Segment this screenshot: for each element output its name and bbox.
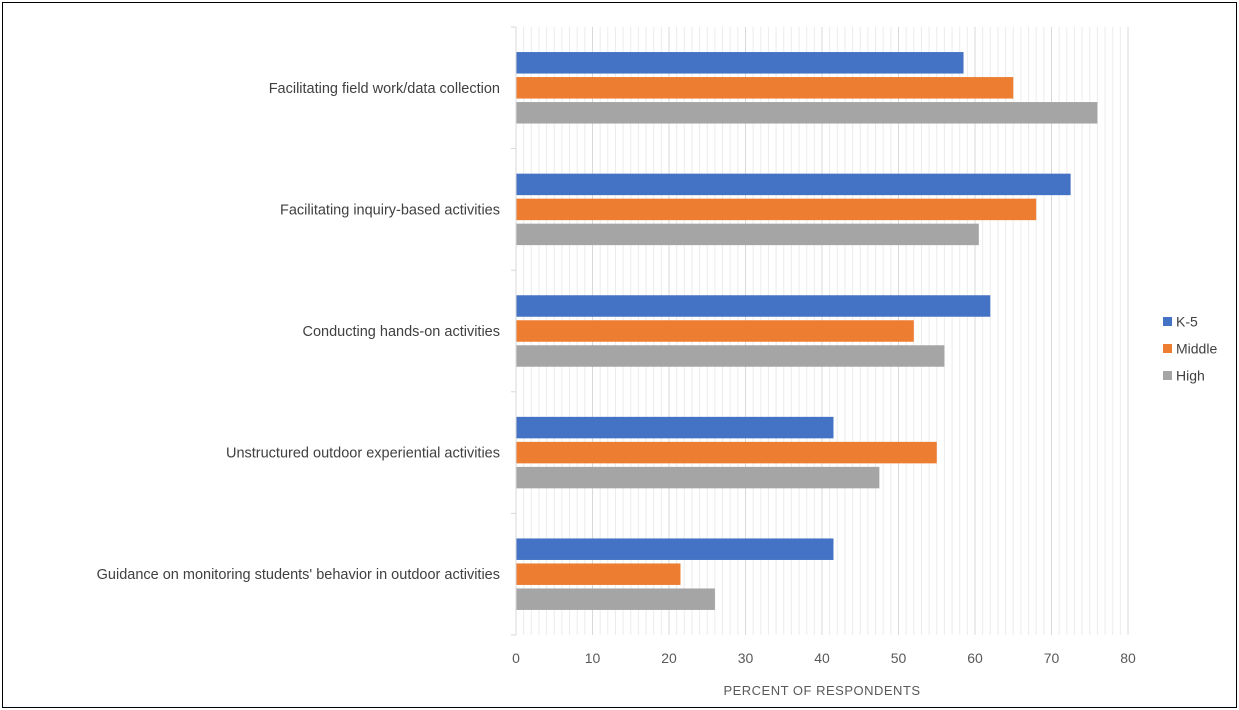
x-tick-label: 40 [814, 650, 830, 666]
bar-high-3 [516, 345, 945, 367]
legend: K-5 Middle High [1163, 314, 1217, 384]
legend-label: High [1176, 368, 1205, 384]
bar-high-5 [516, 588, 715, 610]
category-label: Facilitating field work/data collection [269, 81, 500, 97]
bar-middle-3 [516, 320, 914, 342]
x-tick-label: 80 [1120, 650, 1136, 666]
bar-middle-1 [516, 77, 1014, 99]
bar-high-4 [516, 466, 880, 489]
bar-high-1 [516, 102, 1098, 124]
x-tick-label: 60 [967, 650, 983, 666]
x-tick-labels: 0 10 20 30 40 50 60 70 80 [512, 650, 1136, 666]
bar-k-5-3 [516, 295, 991, 317]
bars [516, 52, 1098, 610]
legend-swatch [1163, 344, 1172, 353]
x-tick-label: 20 [661, 650, 677, 666]
x-axis-title: PERCENT OF RESPONDENTS [723, 683, 920, 698]
bar-middle-5 [516, 563, 681, 585]
legend-label: K-5 [1176, 314, 1198, 330]
y-axis [511, 26, 517, 636]
bar-k-5-4 [516, 416, 834, 439]
category-label: Conducting hands-on activities [303, 324, 500, 340]
x-tick-label: 30 [738, 650, 754, 666]
legend-swatch [1163, 371, 1172, 380]
category-label: Guidance on monitoring students' behavio… [97, 567, 500, 583]
category-label: Facilitating inquiry-based activities [280, 202, 500, 218]
category-labels: Facilitating field work/data collection F… [97, 81, 500, 583]
bar-k-5-5 [516, 538, 834, 560]
bar-middle-4 [516, 441, 937, 464]
category-label: Unstructured outdoor experiential activi… [226, 446, 500, 462]
bar-middle-2 [516, 198, 1037, 221]
x-tick-label: 70 [1044, 650, 1060, 666]
bar-high-2 [516, 223, 979, 246]
legend-label: Middle [1176, 341, 1217, 357]
bar-k-5-1 [516, 52, 964, 74]
x-tick-label: 50 [891, 650, 907, 666]
x-tick-label: 10 [585, 650, 601, 666]
x-tick-label: 0 [512, 650, 520, 666]
legend-swatch [1163, 317, 1172, 326]
bar-k-5-2 [516, 173, 1071, 196]
